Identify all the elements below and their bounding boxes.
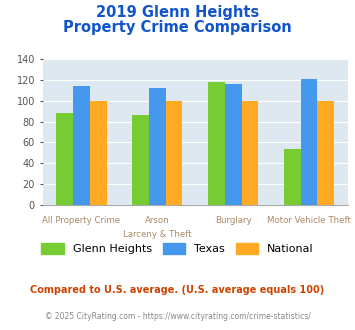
Text: Larceny & Theft: Larceny & Theft <box>123 230 192 239</box>
Bar <box>149 88 166 205</box>
Bar <box>225 84 241 205</box>
Text: 2019 Glenn Heights: 2019 Glenn Heights <box>96 5 259 20</box>
Bar <box>317 101 334 205</box>
Text: Burglary: Burglary <box>215 216 251 225</box>
Text: All Property Crime: All Property Crime <box>43 216 121 225</box>
Text: Compared to U.S. average. (U.S. average equals 100): Compared to U.S. average. (U.S. average … <box>31 285 324 295</box>
Bar <box>166 101 182 205</box>
Bar <box>132 115 149 205</box>
Bar <box>241 101 258 205</box>
Text: Arson: Arson <box>145 216 170 225</box>
Bar <box>208 82 225 205</box>
Text: Motor Vehicle Theft: Motor Vehicle Theft <box>267 216 351 225</box>
Bar <box>56 113 73 205</box>
Legend: Glenn Heights, Texas, National: Glenn Heights, Texas, National <box>37 238 318 258</box>
Bar <box>301 79 317 205</box>
Text: © 2025 CityRating.com - https://www.cityrating.com/crime-statistics/: © 2025 CityRating.com - https://www.city… <box>45 312 310 321</box>
Bar <box>73 86 90 205</box>
Bar <box>284 148 301 205</box>
Bar <box>90 101 106 205</box>
Text: Property Crime Comparison: Property Crime Comparison <box>63 20 292 35</box>
